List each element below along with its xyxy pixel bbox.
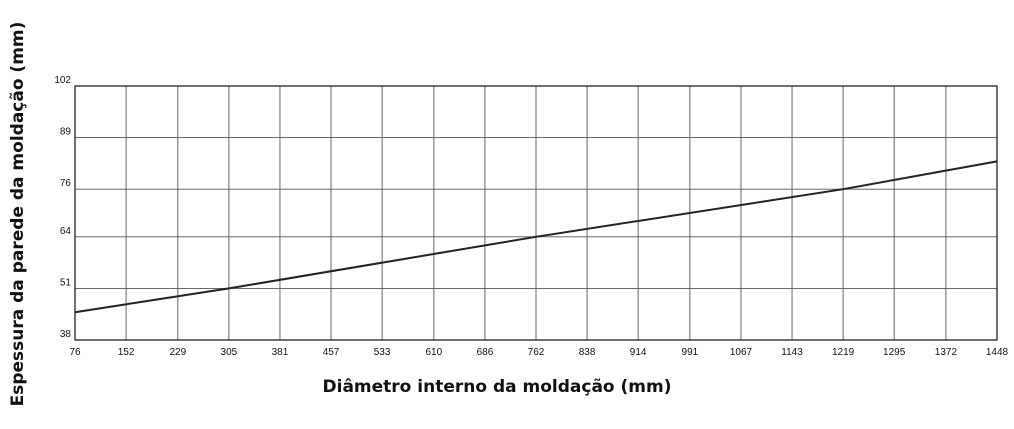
y-tick-label: 51 <box>60 277 72 288</box>
x-tick-label: 610 <box>426 347 443 358</box>
x-tick-label: 229 <box>169 347 186 358</box>
series-line <box>74 160 998 314</box>
x-tick-label: 1295 <box>883 347 906 358</box>
x-tick-label: 1448 <box>986 347 1009 358</box>
y-tick-label: 102 <box>54 75 71 86</box>
x-tick-label: 686 <box>477 347 494 358</box>
x-tick-label: 76 <box>69 347 81 358</box>
x-tick-label: 305 <box>221 347 238 358</box>
grid <box>74 85 998 341</box>
x-tick-label: 381 <box>272 347 289 358</box>
y-tick-label: 38 <box>60 329 72 340</box>
x-tick-label: 1219 <box>832 347 855 358</box>
y-axis-title: Espessura da parede da moldação (mm) <box>8 22 28 407</box>
x-tick-label: 838 <box>579 347 596 358</box>
y-tick-label: 76 <box>60 178 72 189</box>
x-tick-label: 991 <box>682 347 699 358</box>
plot-frame <box>74 85 998 341</box>
x-tick-label: 762 <box>528 347 545 358</box>
series-group <box>74 160 998 314</box>
x-tick-label: 1067 <box>730 347 753 358</box>
x-tick-label: 914 <box>630 347 647 358</box>
x-tick-label: 1372 <box>935 347 958 358</box>
x-tick-labels: 76 152 229 305 381 457 533 610 686 762 838 914 991 10… <box>69 347 1008 358</box>
x-axis-title: Diâmetro interno da moldação (mm) <box>323 377 672 397</box>
x-tick-label: 1143 <box>781 347 803 358</box>
y-tick-label: 64 <box>60 226 72 237</box>
y-tick-labels: 38 51 64 76 89 102 <box>54 75 71 340</box>
y-tick-label: 89 <box>60 127 72 138</box>
x-tick-label: 457 <box>323 347 340 358</box>
x-tick-label: 533 <box>374 347 391 358</box>
x-tick-label: 152 <box>118 347 135 358</box>
